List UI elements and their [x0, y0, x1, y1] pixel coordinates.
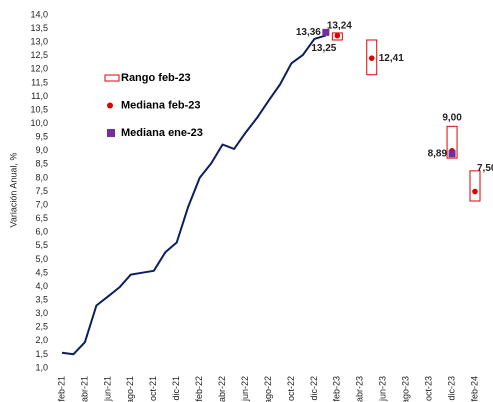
value-label: 7,50: [477, 163, 493, 174]
y-tick-label: 6,0: [35, 227, 48, 237]
range-box: [446, 125, 458, 159]
y-tick-label: 1,0: [35, 362, 48, 372]
y-axis-label: Variación Anual, %: [8, 153, 18, 228]
median-dot: [472, 188, 478, 195]
y-tick-label: 9,0: [35, 145, 48, 155]
value-label: 13,25: [311, 43, 336, 54]
x-tick-label: dic-23: [446, 376, 456, 401]
x-tick-label: oct-21: [148, 376, 158, 401]
value-label: 9,00: [442, 112, 462, 123]
x-tick-label: abr-23: [355, 376, 365, 402]
x-tick-label: dic-21: [171, 376, 181, 401]
line: [61, 34, 327, 356]
value-label: 13,24: [327, 20, 352, 31]
y-tick-label: 11,0: [31, 91, 48, 101]
x-tick-label: feb-21: [56, 376, 66, 402]
legend-label: Rango feb-23: [121, 72, 191, 84]
y-tick-label: 5,0: [35, 254, 48, 264]
value-label: 13,36: [296, 27, 321, 38]
y-tick-label: 7,5: [35, 186, 48, 196]
y-tick-label: 8,5: [35, 159, 48, 169]
x-tick-label: jun-21: [102, 376, 112, 402]
median-square: [322, 28, 330, 36]
y-tick-label: 8,0: [35, 172, 48, 182]
x-tick-label: ago-21: [125, 376, 135, 402]
y-tick-label: 2,5: [35, 322, 48, 332]
median-square: [448, 150, 456, 158]
y-tick-label: 13,0: [30, 37, 48, 47]
legend-label: Mediana ene-23: [121, 127, 203, 139]
x-tick-label: oct-23: [423, 376, 433, 401]
y-tick-label: 12,5: [30, 50, 48, 60]
y-tick-label: 14,0: [30, 9, 48, 19]
x-tick-label: abr-21: [79, 376, 89, 402]
range-box: [366, 39, 378, 76]
y-tick-label: 6,5: [35, 213, 48, 223]
x-tick-label: oct-22: [286, 376, 296, 401]
y-tick-label: 4,0: [35, 281, 48, 291]
legend-swatch: [107, 129, 115, 137]
y-tick-label: 5,5: [35, 240, 48, 250]
value-label: 8,89: [428, 148, 448, 159]
range-box: [469, 170, 481, 202]
y-tick-label: 13,5: [30, 23, 48, 33]
x-tick-label: feb-23: [332, 376, 342, 402]
y-tick-label: 10,5: [30, 104, 48, 114]
y-tick-label: 3,0: [35, 308, 48, 318]
x-tick-label: abr-22: [217, 376, 227, 402]
y-tick-label: 9,5: [35, 132, 48, 142]
y-tick-label: 7,0: [35, 199, 48, 209]
median-dot: [334, 32, 341, 39]
x-tick-label: ago-22: [263, 376, 273, 402]
legend-label: Mediana feb-23: [121, 99, 200, 111]
y-tick-label: 10,0: [30, 118, 48, 128]
y-tick-label: 11,5: [31, 77, 48, 87]
legend-swatch: [104, 74, 120, 82]
legend-swatch: [107, 102, 113, 109]
y-tick-label: 12,0: [30, 64, 48, 74]
x-tick-label: ago-23: [401, 376, 411, 402]
x-tick-label: dic-22: [309, 376, 319, 401]
y-tick-label: 1,5: [35, 349, 48, 359]
y-tick-label: 4,5: [35, 267, 48, 277]
x-tick-label: feb-24: [469, 376, 479, 402]
x-tick-label: jun-22: [240, 376, 250, 402]
y-tick-label: 2,0: [35, 335, 48, 345]
x-tick-label: feb-22: [194, 376, 204, 402]
y-tick-label: 3,5: [35, 294, 48, 304]
x-tick-label: jun-23: [378, 376, 388, 402]
median-dot: [368, 55, 375, 61]
value-label: 12,41: [379, 53, 404, 64]
